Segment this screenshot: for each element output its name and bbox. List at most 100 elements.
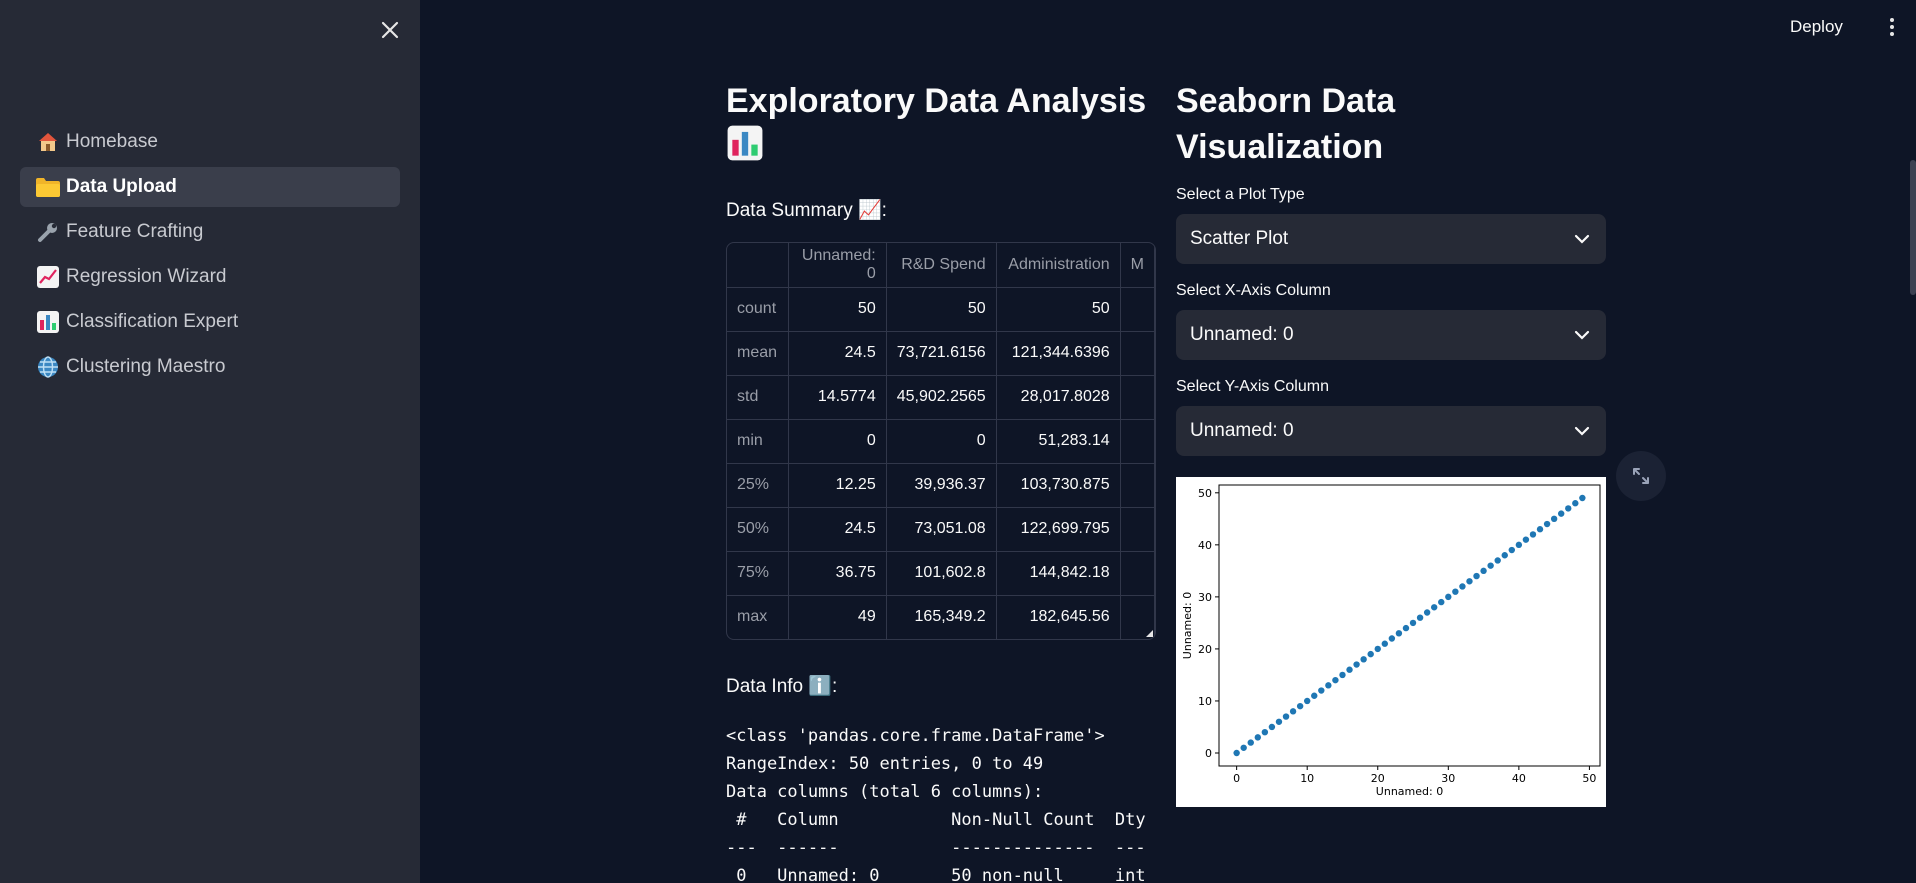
table-cell[interactable] xyxy=(1120,419,1155,464)
sidebar-item-classification-expert[interactable]: Classification Expert xyxy=(20,302,400,342)
y-tick-label: 20 xyxy=(1198,643,1212,656)
sidebar-item-homebase[interactable]: Homebase xyxy=(20,122,400,162)
bar-chart-icon xyxy=(34,310,62,334)
row-index-cell[interactable]: 75% xyxy=(727,551,789,596)
data-point xyxy=(1311,692,1318,699)
expand-icon xyxy=(1633,468,1649,484)
data-point xyxy=(1480,567,1487,575)
table-row: 50% 24.5 73,051.08 122,699.795 xyxy=(727,507,1155,552)
table-cell[interactable] xyxy=(1120,507,1155,552)
table-cell[interactable]: 165,349.2 xyxy=(886,595,997,639)
table-cell[interactable]: 122,699.795 xyxy=(996,507,1121,552)
sidebar-item-label: Data Upload xyxy=(66,176,177,197)
y-tick-label: 40 xyxy=(1198,539,1212,552)
fullscreen-button[interactable] xyxy=(1616,451,1666,501)
table-cell[interactable]: 50 xyxy=(996,287,1121,332)
table-cell[interactable]: 101,602.8 xyxy=(886,551,997,596)
table-cell[interactable] xyxy=(1120,463,1155,508)
plot-type-select[interactable]: Scatter Plot xyxy=(1176,214,1606,264)
row-index-cell[interactable]: max xyxy=(727,595,789,639)
y-tick-label: 0 xyxy=(1205,747,1212,760)
table-cell[interactable]: 0 xyxy=(788,419,887,464)
sidebar-item-clustering-maestro[interactable]: Clustering Maestro xyxy=(20,347,400,387)
data-point xyxy=(1296,702,1304,710)
house-icon xyxy=(34,130,62,154)
table-cell[interactable]: 103,730.875 xyxy=(996,463,1121,508)
table-cell[interactable]: 12.25 xyxy=(788,463,887,508)
sidebar-item-label: Homebase xyxy=(66,131,158,152)
table-cell[interactable] xyxy=(1120,375,1155,420)
chart-increasing-icon xyxy=(34,265,62,289)
table-cell[interactable]: 45,902.2565 xyxy=(886,375,997,420)
column-header[interactable] xyxy=(727,243,789,288)
data-point xyxy=(1416,614,1424,621)
table-cell[interactable]: 36.75 xyxy=(788,551,887,596)
x-tick-label: 10 xyxy=(1300,772,1314,785)
table-cell[interactable]: 14.5774 xyxy=(788,375,887,420)
table-cell[interactable]: 24.5 xyxy=(788,331,887,376)
page-scrollbar[interactable] xyxy=(1910,160,1916,295)
table-cell[interactable]: 24.5 xyxy=(788,507,887,552)
data-info-output: <class 'pandas.core.frame.DataFrame'> Ra… xyxy=(726,722,1156,883)
table-cell[interactable]: 0 xyxy=(886,419,997,464)
chevron-down-icon xyxy=(1574,330,1590,340)
data-info-heading: Data Info ℹ️: xyxy=(726,676,838,697)
data-point xyxy=(1381,640,1389,647)
data-point xyxy=(1374,645,1381,653)
scatter-plot: 0 10 20 30 40 50 0 10 20 30 40 50 Unnamed: 0 Unnamed:… xyxy=(1176,477,1606,807)
table-row: min 0 0 51,283.14 xyxy=(727,419,1155,464)
main-menu-button[interactable] xyxy=(1880,14,1904,40)
table-cell[interactable]: 51,283.14 xyxy=(996,419,1121,464)
sidebar-item-regression-wizard[interactable]: Regression Wizard xyxy=(20,257,400,297)
table-cell[interactable]: 50 xyxy=(886,287,997,332)
x-axis-select[interactable]: Unnamed: 0 xyxy=(1176,310,1606,360)
row-index-cell[interactable]: 25% xyxy=(727,463,789,508)
deploy-button[interactable]: Deploy xyxy=(1790,17,1843,36)
table-row: 75% 36.75 101,602.8 144,842.18 xyxy=(727,551,1155,596)
close-sidebar-button[interactable] xyxy=(376,16,404,44)
data-point xyxy=(1557,510,1565,517)
row-index-cell[interactable]: count xyxy=(727,287,789,332)
sidebar: Homebase Data Upload Feature Crafting Re… xyxy=(0,0,420,883)
data-point xyxy=(1438,598,1445,606)
summary-table[interactable]: Unnamed: 0 R&D Spend Administration M co… xyxy=(726,242,1156,640)
data-point xyxy=(1445,593,1452,601)
table-cell[interactable]: 28,017.8028 xyxy=(996,375,1121,420)
row-index-cell[interactable]: mean xyxy=(727,331,789,376)
column-header[interactable]: R&D Spend xyxy=(886,243,997,288)
data-point xyxy=(1360,656,1367,663)
table-header-row: Unnamed: 0 R&D Spend Administration M xyxy=(727,243,1155,288)
table-cell[interactable]: 182,645.56 xyxy=(996,595,1121,639)
column-header[interactable]: Administration xyxy=(996,243,1121,288)
sidebar-item-label: Classification Expert xyxy=(66,311,239,332)
table-cell[interactable]: 73,051.08 xyxy=(886,507,997,552)
data-point xyxy=(1261,728,1269,736)
data-point xyxy=(1233,749,1240,757)
row-index-cell[interactable]: min xyxy=(727,419,789,464)
table-cell[interactable]: 144,842.18 xyxy=(996,551,1121,596)
row-index-cell[interactable]: std xyxy=(727,375,789,420)
table-cell[interactable]: 50 xyxy=(788,287,887,332)
data-point xyxy=(1409,619,1417,627)
data-point xyxy=(1353,661,1360,668)
column-header[interactable]: M xyxy=(1120,243,1155,288)
sidebar-item-feature-crafting[interactable]: Feature Crafting xyxy=(20,212,400,252)
table-row: count 50 50 50 xyxy=(727,287,1155,332)
row-index-cell[interactable]: 50% xyxy=(727,507,789,552)
table-cell[interactable]: 39,936.37 xyxy=(886,463,997,508)
table-cell[interactable] xyxy=(1120,331,1155,376)
sidebar-nav: Homebase Data Upload Feature Crafting Re… xyxy=(20,122,400,392)
table-cell[interactable]: 73,721.6156 xyxy=(886,331,997,376)
table-resize-handle[interactable] xyxy=(1146,630,1153,637)
data-point xyxy=(1459,583,1466,590)
table-cell[interactable]: 121,344.6396 xyxy=(996,331,1121,376)
data-point xyxy=(1254,734,1262,741)
y-axis-select[interactable]: Unnamed: 0 xyxy=(1176,406,1606,456)
column-header[interactable]: Unnamed: 0 xyxy=(788,243,887,288)
sidebar-item-data-upload[interactable]: Data Upload xyxy=(20,167,400,207)
wrench-icon xyxy=(34,220,62,244)
table-cell[interactable] xyxy=(1120,551,1155,596)
data-point xyxy=(1268,723,1276,731)
table-cell[interactable] xyxy=(1120,287,1155,332)
table-cell[interactable]: 49 xyxy=(788,595,887,639)
